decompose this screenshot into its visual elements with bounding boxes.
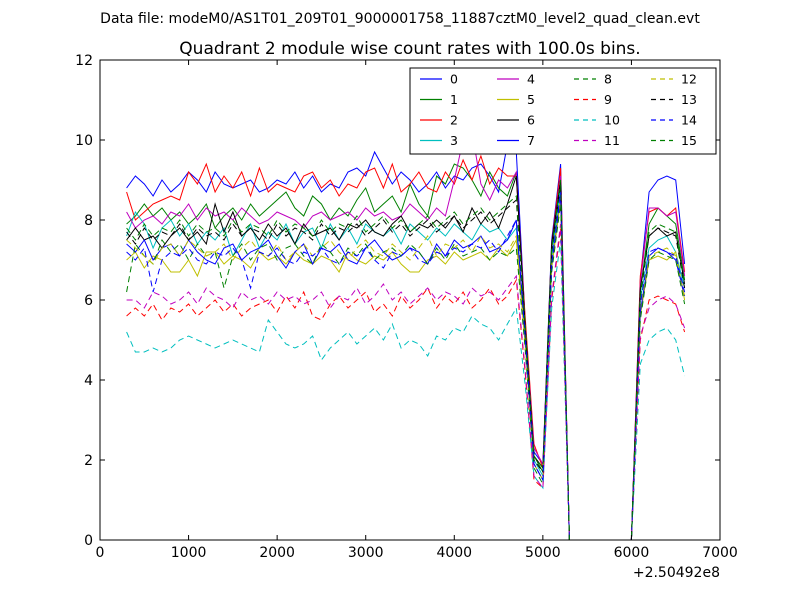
legend-label-1: 1: [450, 92, 458, 107]
chart-suptitle: Data file: modeM0/AS1T01_209T01_90000017…: [100, 11, 700, 27]
legend-label-9: 9: [604, 92, 612, 107]
legend-label-7: 7: [527, 133, 535, 148]
legend-label-12: 12: [681, 72, 697, 87]
series-line-4: [126, 131, 686, 541]
x-tick-label: 3000: [348, 545, 384, 561]
y-tick-label: 8: [84, 213, 93, 229]
series-line-10: [126, 239, 686, 541]
legend-box: [409, 67, 717, 155]
legend-label-3: 3: [450, 133, 458, 148]
x-tick-label: 0: [96, 545, 105, 561]
y-tick-label: 6: [84, 293, 93, 309]
x-tick-label: 7000: [702, 545, 738, 561]
legend-label-14: 14: [681, 113, 697, 128]
x-tick-label: 1000: [171, 545, 207, 561]
series-line-5: [126, 199, 686, 541]
legend-label-10: 10: [604, 113, 620, 128]
y-tick-label: 12: [75, 53, 93, 69]
y-tick-label: 10: [75, 133, 93, 149]
x-tick-label: 5000: [525, 545, 561, 561]
series-line-14: [126, 191, 686, 541]
x-tick-label: 2000: [259, 545, 295, 561]
series-line-13: [126, 183, 686, 541]
legend-label-4: 4: [527, 72, 535, 87]
legend-label-2: 2: [450, 113, 458, 128]
series-line-15: [126, 179, 686, 541]
series-line-9: [126, 227, 686, 541]
legend-label-6: 6: [527, 113, 535, 128]
series-line-1: [126, 163, 686, 541]
series-line-12: [126, 195, 686, 541]
series-line-8: [126, 203, 686, 541]
legend-label-15: 15: [681, 133, 697, 148]
x-axis-offset-label: +2.50492e8: [633, 565, 720, 581]
plot-lines: [126, 131, 686, 541]
x-tick-label: 4000: [436, 545, 472, 561]
legend-label-5: 5: [527, 92, 535, 107]
chart-title: Quadrant 2 module wise count rates with …: [179, 39, 640, 59]
legend-label-8: 8: [604, 72, 612, 87]
x-tick-label: 6000: [614, 545, 650, 561]
series-line-11: [126, 223, 686, 541]
y-tick-label: 0: [84, 533, 93, 549]
legend-label-13: 13: [681, 92, 697, 107]
series-line-7: [126, 195, 686, 541]
series-line-3: [126, 187, 686, 541]
legend-label-0: 0: [450, 72, 458, 87]
y-tick-label: 2: [84, 453, 93, 469]
series-line-0: [126, 143, 686, 541]
y-tick-label: 4: [84, 373, 93, 389]
legend-label-11: 11: [604, 133, 620, 148]
